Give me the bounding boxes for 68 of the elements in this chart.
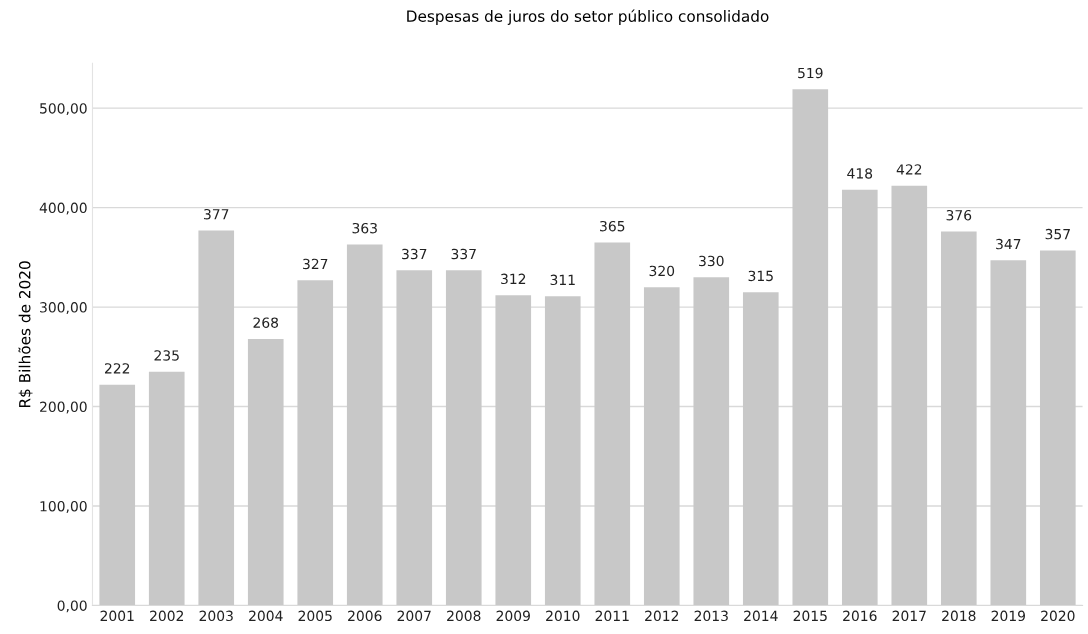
bar bbox=[396, 270, 433, 606]
x-tick-label: 2019 bbox=[991, 610, 1025, 622]
bar bbox=[891, 185, 928, 606]
y-tick-label: 500,00 bbox=[40, 103, 87, 116]
x-tick-label: 2011 bbox=[595, 610, 629, 622]
bar bbox=[742, 292, 779, 606]
bar bbox=[940, 231, 977, 606]
x-tick-label: 2016 bbox=[843, 610, 877, 622]
bar bbox=[792, 89, 829, 606]
x-tick-label: 2015 bbox=[793, 610, 827, 622]
bar bbox=[1039, 250, 1076, 606]
x-tick-label: 2007 bbox=[397, 610, 431, 622]
x-tick-label: 2014 bbox=[744, 610, 778, 622]
data-label: 365 bbox=[600, 220, 625, 232]
x-tick-label: 2020 bbox=[1041, 610, 1075, 622]
bar bbox=[247, 338, 284, 606]
bar bbox=[346, 244, 383, 606]
y-tick-label: 0,00 bbox=[57, 600, 87, 613]
x-tick-label: 2001 bbox=[100, 610, 134, 622]
bar bbox=[643, 287, 680, 606]
bar bbox=[594, 242, 631, 606]
x-tick-label: 2004 bbox=[249, 610, 283, 622]
x-tick-label: 2017 bbox=[892, 610, 926, 622]
bar bbox=[495, 295, 532, 606]
data-label: 337 bbox=[451, 248, 476, 260]
data-label: 311 bbox=[550, 274, 575, 286]
x-tick-label: 2013 bbox=[694, 610, 728, 622]
bar bbox=[990, 260, 1027, 606]
bar bbox=[693, 277, 730, 606]
data-label: 418 bbox=[847, 168, 873, 179]
y-tick-label: 400,00 bbox=[39, 202, 87, 215]
data-label: 376 bbox=[946, 209, 972, 221]
x-tick-label: 2003 bbox=[199, 610, 233, 622]
data-label: 268 bbox=[253, 317, 279, 328]
x-tick-label: 2005 bbox=[298, 610, 332, 622]
data-label: 235 bbox=[154, 350, 179, 361]
data-label: 347 bbox=[996, 238, 1021, 250]
data-label: 315 bbox=[748, 270, 773, 282]
data-label: 337 bbox=[402, 248, 427, 260]
x-tick-label: 2006 bbox=[348, 610, 382, 622]
bar bbox=[445, 270, 482, 606]
y-tick-label: 100,00 bbox=[40, 500, 87, 513]
data-label: 312 bbox=[501, 273, 526, 285]
x-tick-label: 2009 bbox=[496, 610, 530, 622]
data-label: 377 bbox=[204, 208, 229, 220]
y-axis-title: R$ Bilhões de 2020 bbox=[18, 261, 33, 408]
y-tick-label: 300,00 bbox=[40, 302, 87, 314]
chart-title: Despesas de juros do setor público consolidado bbox=[407, 9, 769, 25]
x-tick-label: 2002 bbox=[150, 610, 184, 622]
data-label: 222 bbox=[104, 363, 130, 374]
bar bbox=[544, 296, 581, 606]
bar bbox=[99, 384, 136, 606]
x-tick-label: 2008 bbox=[447, 610, 481, 622]
x-tick-label: 2012 bbox=[645, 610, 679, 622]
bar bbox=[148, 371, 185, 606]
data-label: 357 bbox=[1045, 228, 1070, 240]
x-tick-label: 2010 bbox=[546, 610, 580, 622]
x-tick-label: 2018 bbox=[942, 610, 976, 622]
data-label: 327 bbox=[303, 258, 328, 270]
data-label: 320 bbox=[649, 265, 675, 277]
bar bbox=[297, 280, 334, 606]
data-label: 330 bbox=[699, 255, 724, 267]
data-label: 422 bbox=[896, 164, 922, 175]
bar bbox=[841, 189, 878, 606]
bar bbox=[198, 230, 235, 606]
data-label: 519 bbox=[798, 67, 823, 79]
data-label: 363 bbox=[352, 222, 377, 234]
y-tick-label: 200,00 bbox=[40, 401, 87, 414]
